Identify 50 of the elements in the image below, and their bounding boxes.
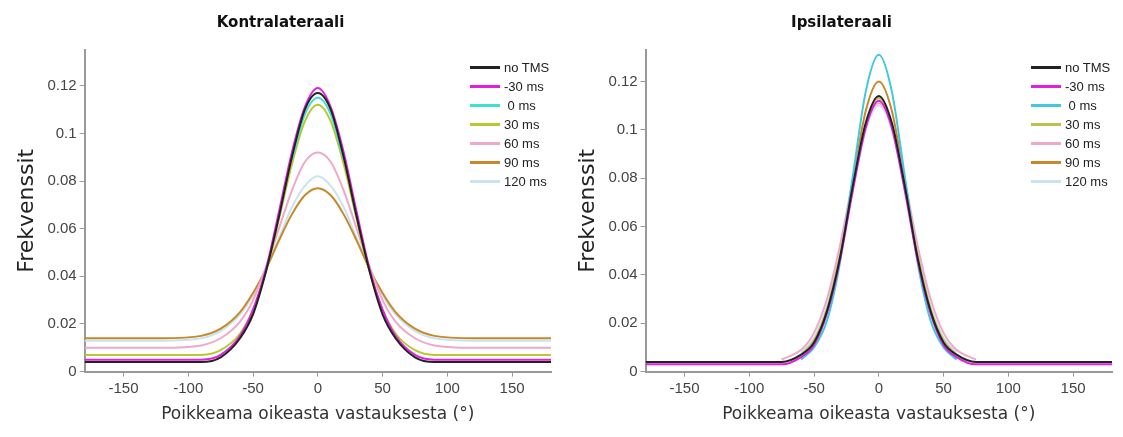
legend-label: 30 ms xyxy=(1065,116,1101,134)
y-axis-title: Frekvenssit xyxy=(573,148,599,273)
legend-label: 60 ms xyxy=(1065,135,1101,153)
y-tick-label: 0.08 xyxy=(608,168,638,186)
legend-label: 60 ms xyxy=(504,135,540,153)
x-tick-label: 100 xyxy=(995,378,1021,396)
y-axis-title: Frekvenssit xyxy=(12,148,38,273)
x-tick-label: 50 xyxy=(374,378,391,396)
legend-label: 0 ms xyxy=(1067,97,1097,115)
x-tick-label: -50 xyxy=(803,378,825,396)
y-tick-label: 0.02 xyxy=(608,313,638,331)
x-tick-label: 50 xyxy=(935,378,952,396)
y-tick-label: 0 xyxy=(629,361,638,379)
legend-label: 90 ms xyxy=(504,154,540,172)
y-tick-label: 0.08 xyxy=(47,171,77,189)
line-series xyxy=(800,53,958,361)
line-series xyxy=(84,151,551,349)
y-tick-label: 0.12 xyxy=(47,75,77,93)
x-tick-label: -150 xyxy=(669,378,700,396)
legend-label: no TMS xyxy=(1065,59,1111,77)
x-tick-label: 150 xyxy=(1060,378,1086,396)
x-axis-title: Poikkeama oikeasta vastauksesta (°) xyxy=(161,403,475,424)
legend-label: 30 ms xyxy=(504,116,540,134)
y-tick-label: 0.1 xyxy=(55,123,77,141)
legend-label: no TMS xyxy=(504,59,550,77)
x-tick-label: -150 xyxy=(108,378,139,396)
y-tick-label: 0.04 xyxy=(608,265,638,283)
x-tick-label: -50 xyxy=(242,378,264,396)
legend-label: -30 ms xyxy=(1065,78,1105,96)
y-tick-label: 0.06 xyxy=(47,218,77,236)
legend-label: 120 ms xyxy=(1065,173,1108,191)
y-tick-label: 0.06 xyxy=(608,216,638,234)
y-tick-label: 0 xyxy=(68,361,77,379)
x-tick-label: 100 xyxy=(434,378,460,396)
x-tick-label: 0 xyxy=(874,378,883,396)
x-tick-label: 150 xyxy=(499,378,525,396)
legend-label: 0 ms xyxy=(506,97,536,115)
x-axis-title: Poikkeama oikeasta vastauksesta (°) xyxy=(722,403,1036,424)
x-tick-label: -100 xyxy=(734,378,765,396)
x-tick-label: -100 xyxy=(173,378,204,396)
legend-label: -30 ms xyxy=(504,78,544,96)
legend-label: 90 ms xyxy=(1065,154,1101,172)
chart-title: Ipsilateraali xyxy=(791,12,892,31)
y-tick-label: 0.02 xyxy=(47,314,77,332)
y-tick-label: 0.04 xyxy=(47,266,77,284)
y-tick-label: 0.12 xyxy=(608,71,638,89)
y-tick-label: 0.1 xyxy=(616,119,638,137)
chart-title: Kontralateraali xyxy=(216,12,345,31)
legend-label: 120 ms xyxy=(504,173,547,191)
x-tick-label: 0 xyxy=(313,378,322,396)
